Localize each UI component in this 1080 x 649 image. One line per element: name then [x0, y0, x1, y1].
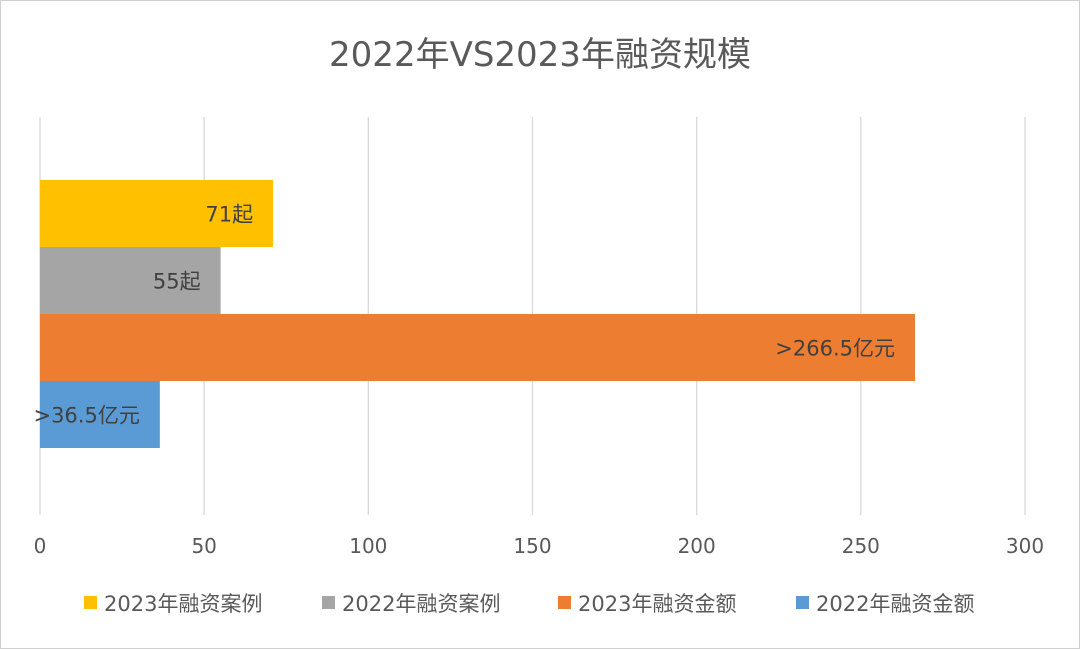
- x-tick-label-200: 200: [678, 534, 716, 558]
- x-tick-label-250: 250: [842, 534, 880, 558]
- legend-swatch-1: [84, 596, 97, 609]
- legend: 2023年融资案例 2022年融资案例 2023年融资金额 2022年融资金额: [84, 592, 974, 616]
- x-tick-label-50: 50: [191, 534, 216, 558]
- x-tick-label-150: 150: [513, 534, 551, 558]
- bar-3: [40, 314, 916, 381]
- data-label-2: 55起: [153, 270, 201, 294]
- legend-swatch-2: [322, 596, 335, 609]
- bars: [40, 180, 916, 448]
- bar-2: [40, 247, 221, 314]
- chart-title: 2022年VS2023年融资规模: [329, 35, 751, 75]
- x-tick-label-0: 0: [34, 534, 47, 558]
- x-tick-label-300: 300: [1006, 534, 1044, 558]
- data-label-4: >36.5亿元: [33, 404, 139, 428]
- legend-label-4: 2022年融资金额: [816, 592, 974, 616]
- legend-swatch-4: [796, 596, 809, 609]
- x-axis-ticks: 0 50 100 150 200 250 300: [34, 534, 1044, 558]
- legend-swatch-3: [558, 596, 571, 609]
- bar-1: [40, 180, 274, 247]
- legend-label-2: 2022年融资案例: [342, 592, 500, 616]
- x-tick-label-100: 100: [349, 534, 387, 558]
- data-labels: 71起 55起 >266.5亿元 >36.5亿元: [33, 203, 895, 428]
- legend-label-1: 2023年融资案例: [104, 592, 262, 616]
- legend-label-3: 2023年融资金额: [578, 592, 736, 616]
- data-label-1: 71起: [205, 203, 253, 227]
- bar-4: [40, 381, 160, 448]
- data-label-3: >266.5亿元: [775, 337, 895, 361]
